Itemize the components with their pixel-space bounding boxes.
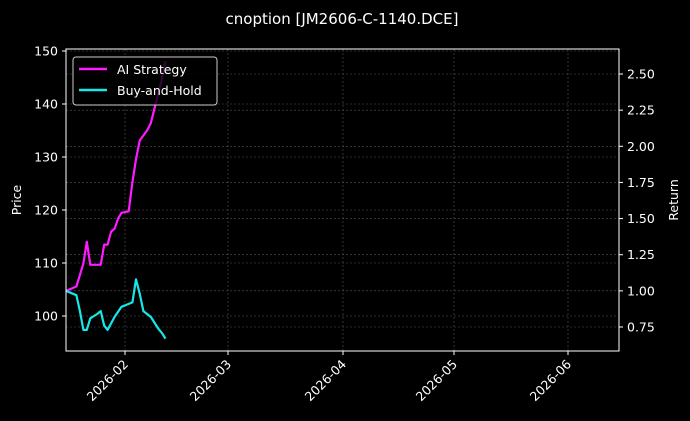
x-tick-label: 2026-03 xyxy=(187,357,235,405)
ai-strategy-line xyxy=(65,60,167,292)
y-axis-label-right: Return xyxy=(666,179,681,220)
y-tick-label-right: 1.25 xyxy=(627,247,655,262)
x-tick-label: 2026-02 xyxy=(84,357,132,405)
legend-label-buy-and-hold: Buy-and-Hold xyxy=(117,83,202,98)
grid-lines xyxy=(66,49,619,351)
y-tick-label: 150 xyxy=(34,44,58,59)
y-tick-label: 130 xyxy=(34,150,58,165)
series-layer xyxy=(65,60,167,340)
legend: AI Strategy Buy-and-Hold xyxy=(72,56,218,106)
x-axis: 2026-02 2026-03 2026-04 2026-05 2026-06 xyxy=(84,351,575,405)
y-tick-label-right: 1.75 xyxy=(627,175,655,190)
left-y-axis: 100 110 120 130 140 150 xyxy=(34,44,66,324)
y-tick-label: 100 xyxy=(34,309,58,324)
y-tick-label-right: 1.50 xyxy=(627,211,655,226)
y-tick-label: 140 xyxy=(34,97,58,112)
x-tick-label: 2026-04 xyxy=(302,356,350,404)
y-tick-label: 110 xyxy=(34,256,58,271)
y-tick-label-right: 2.50 xyxy=(627,67,655,82)
y-tick-label-right: 2.25 xyxy=(627,103,655,118)
x-tick-label: 2026-05 xyxy=(413,357,461,405)
y-tick-label: 120 xyxy=(34,203,58,218)
legend-label-ai-strategy: AI Strategy xyxy=(117,62,187,77)
y-tick-label-right: 2.00 xyxy=(627,139,655,154)
x-tick-label: 2026-06 xyxy=(527,356,575,404)
right-y-axis: 0.75 1.00 1.25 1.50 1.75 2.00 2.25 2.50 xyxy=(619,67,655,335)
y-tick-label-right: 1.00 xyxy=(627,283,655,298)
buy-and-hold-line xyxy=(65,278,167,340)
legend-box xyxy=(72,56,218,106)
chart-title: cnoption [JM2606-C-1140.DCE] xyxy=(226,10,459,28)
y-tick-label-right: 0.75 xyxy=(627,320,655,335)
y-axis-label-left: Price xyxy=(9,184,24,215)
